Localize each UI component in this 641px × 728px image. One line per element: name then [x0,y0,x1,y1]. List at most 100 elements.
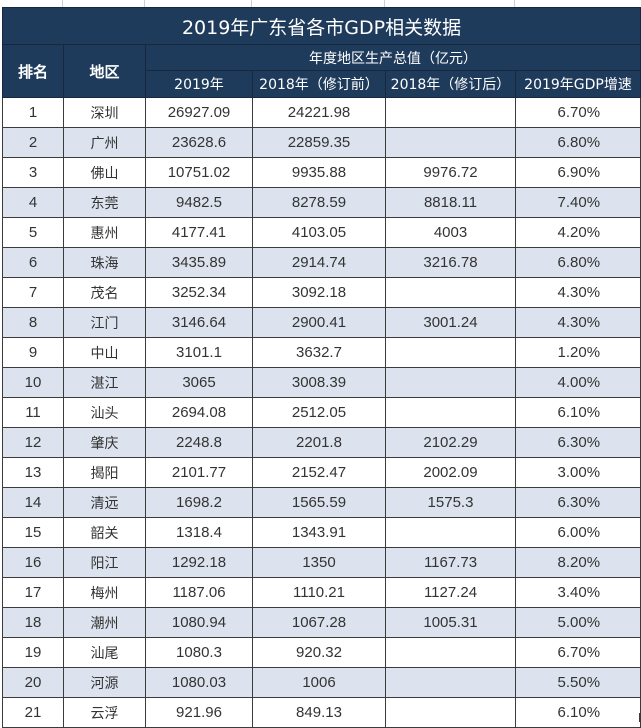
gdp-2018-before-cell: 9935.88 [252,157,386,188]
rank-cell: 1 [2,97,64,128]
table-row: 5 惠州 4177.41 4103.05 4003 4.20% [2,217,641,248]
header-2019: 2019年 [145,70,253,98]
gdp-2018-after-cell [385,367,516,398]
growth-cell: 5.00% [514,607,641,638]
gdp-2019-cell: 1698.2 [145,487,253,518]
gdp-2019-cell: 23628.6 [145,127,253,158]
growth-cell: 6.00% [514,517,641,548]
gdp-2018-after-cell: 3001.24 [385,307,516,338]
rank-cell: 13 [2,457,64,488]
table-row: 20 河源 1080.03 1006 5.50% [2,667,641,698]
gridline [384,0,385,8]
gdp-2018-after-cell: 1127.24 [385,577,516,608]
growth-cell: 4.20% [514,217,641,248]
gdp-2018-before-cell: 2152.47 [252,457,386,488]
rank-cell: 10 [2,367,64,398]
rank-cell: 16 [2,547,64,578]
growth-cell: 6.70% [514,637,641,668]
header-gdp-group: 年度地区生产总值（亿元） [144,44,641,71]
gdp-2019-cell: 3101.1 [145,337,253,368]
gdp-2018-before-cell: 1565.59 [252,487,386,518]
table-row: 9 中山 3101.1 3632.7 1.20% [2,337,641,368]
growth-cell: 5.50% [514,667,641,698]
gdp-2019-cell: 1292.18 [145,547,253,578]
city-cell: 韶关 [63,517,146,548]
rank-cell: 7 [2,277,64,308]
gdp-2018-before-cell: 1343.91 [252,517,386,548]
growth-cell: 6.30% [514,487,641,518]
table-row: 10 湛江 3065 3008.39 4.00% [2,367,641,398]
city-cell: 湛江 [63,367,146,398]
city-cell: 梅州 [63,577,146,608]
header-2018-before: 2018年（修订前） [252,70,386,98]
gdp-2019-cell: 1187.06 [145,577,253,608]
gdp-2018-after-cell: 9976.72 [385,157,516,188]
gdp-2019-cell: 1080.3 [145,637,253,668]
gdp-2018-after-cell [385,517,516,548]
city-cell: 汕头 [63,397,146,428]
gdp-2019-cell: 2694.08 [145,397,253,428]
table-title: 2019年广东省各市GDP相关数据 [1,7,641,45]
table-row: 2 广州 23628.6 22859.35 6.80% [2,127,641,158]
gdp-2019-cell: 2101.77 [145,457,253,488]
growth-cell: 1.20% [514,337,641,368]
gdp-2018-after-cell [385,127,516,158]
rank-cell: 18 [2,607,64,638]
growth-cell: 7.40% [514,187,641,218]
gdp-2018-after-cell [385,667,516,698]
table-row: 12 肇庆 2248.8 2201.8 2102.29 6.30% [2,427,641,458]
gdp-2019-cell: 9482.5 [145,187,253,218]
gdp-2018-before-cell: 22859.35 [252,127,386,158]
gdp-2018-before-cell: 1110.21 [252,577,386,608]
rank-cell: 8 [2,307,64,338]
header-growth: 2019年GDP增速 [514,70,641,98]
growth-cell: 4.30% [514,277,641,308]
growth-cell: 3.00% [514,457,641,488]
gdp-2019-cell: 3435.89 [145,247,253,278]
rank-cell: 14 [2,487,64,518]
growth-cell: 6.70% [514,97,641,128]
gdp-2018-after-cell: 2002.09 [385,457,516,488]
city-cell: 惠州 [63,217,146,248]
header-region: 地区 [63,44,146,98]
gdp-2018-after-cell: 1575.3 [385,487,516,518]
city-cell: 肇庆 [63,427,146,458]
table-header: 2019年广东省各市GDP相关数据 排名 地区 年度地区生产总值（亿元） 201… [1,7,641,98]
gridline [62,0,63,8]
table-row: 11 汕头 2694.08 2512.05 6.10% [2,397,641,428]
gdp-2019-cell: 1080.94 [145,607,253,638]
growth-cell: 3.40% [514,577,641,608]
gdp-2018-after-cell [385,397,516,428]
gridline [144,0,145,8]
table-row: 1 深圳 26927.09 24221.98 6.70% [2,97,641,128]
growth-cell: 4.30% [514,307,641,338]
gdp-2018-after-cell [385,337,516,368]
table-row: 16 阳江 1292.18 1350 1167.73 8.20% [2,547,641,578]
table-row: 3 佛山 10751.02 9935.88 9976.72 6.90% [2,157,641,188]
gridline [251,0,252,8]
gdp-2019-cell: 1318.4 [145,517,253,548]
rank-cell: 20 [2,667,64,698]
gdp-2018-after-cell [385,277,516,308]
growth-cell: 4.00% [514,367,641,398]
gdp-2018-before-cell: 4103.05 [252,217,386,248]
gdp-2018-before-cell: 2914.74 [252,247,386,278]
gdp-2018-before-cell: 3092.18 [252,277,386,308]
gdp-2018-after-cell: 1167.73 [385,547,516,578]
rank-cell: 5 [2,217,64,248]
city-cell: 潮州 [63,607,146,638]
rank-cell: 17 [2,577,64,608]
gdp-2018-before-cell: 24221.98 [252,97,386,128]
rank-cell: 2 [2,127,64,158]
table-row: 15 韶关 1318.4 1343.91 6.00% [2,517,641,548]
gdp-2018-before-cell: 2201.8 [252,427,386,458]
table-row: 18 潮州 1080.94 1067.28 1005.31 5.00% [2,607,641,638]
gdp-2019-cell: 26927.09 [145,97,253,128]
rank-cell: 9 [2,337,64,368]
table-row: 6 珠海 3435.89 2914.74 3216.78 6.80% [2,247,641,278]
growth-cell: 6.90% [514,157,641,188]
city-cell: 茂名 [63,277,146,308]
top-edge-strip [0,0,641,8]
gdp-2018-after-cell: 4003 [385,217,516,248]
rank-cell: 4 [2,187,64,218]
